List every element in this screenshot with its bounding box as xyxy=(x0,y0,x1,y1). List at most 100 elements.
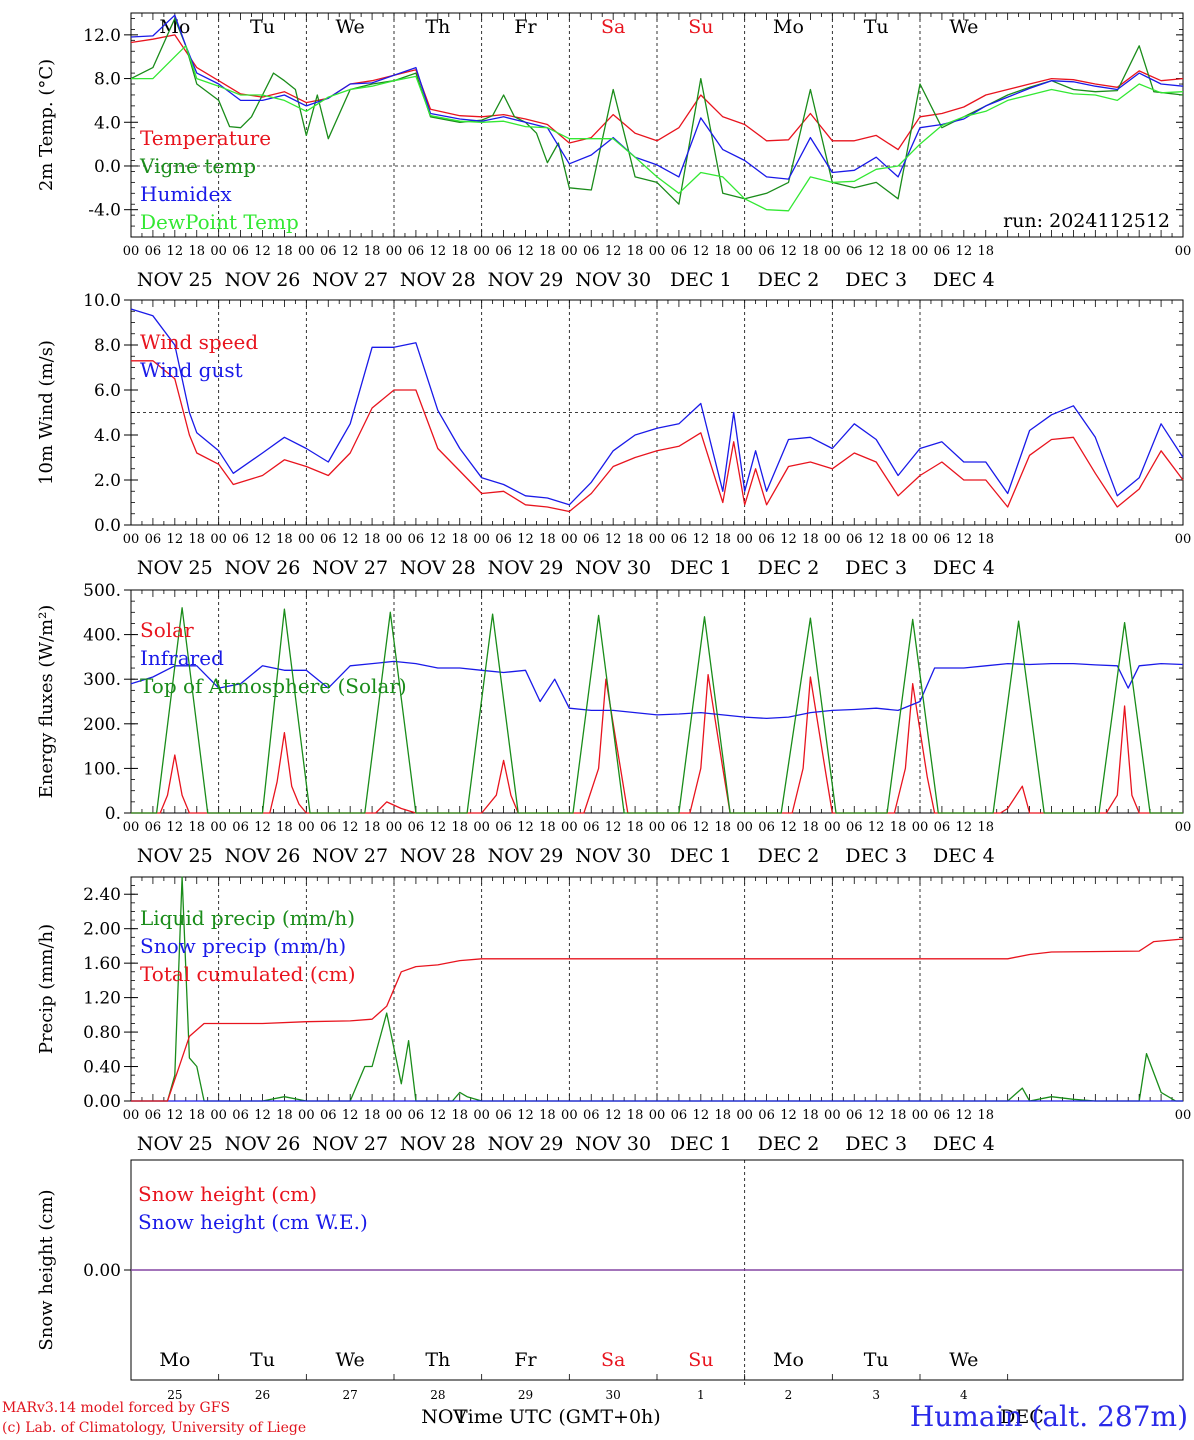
weekday-label: We xyxy=(336,16,365,38)
hour-label: 00 xyxy=(736,244,753,259)
y-tick-label: 0. xyxy=(105,804,121,824)
hour-label: 12 xyxy=(167,532,184,547)
hour-label: 00 xyxy=(298,532,315,547)
date-label: NOV 26 xyxy=(225,557,301,579)
date-label: NOV 30 xyxy=(575,1133,651,1155)
hour-label: 06 xyxy=(232,1108,249,1123)
date-label: NOV 28 xyxy=(400,845,476,867)
hour-label: 12 xyxy=(342,244,359,259)
date-label: DEC 3 xyxy=(845,845,907,867)
weekday-label: Su xyxy=(688,16,713,38)
hour-label: 00 xyxy=(210,1108,227,1123)
hour-label: 12 xyxy=(517,532,534,547)
weekday-label: Mo xyxy=(773,1349,804,1371)
hour-label: 00 xyxy=(386,820,403,835)
hour-label: 06 xyxy=(671,820,688,835)
hour-label: 06 xyxy=(583,532,600,547)
y-tick-label: -4.0 xyxy=(88,201,121,221)
hour-label: 06 xyxy=(320,1108,337,1123)
run-annotation: run: 2024112512 xyxy=(1003,210,1170,232)
x-axis-title: Time UTC (GMT+0h) xyxy=(455,1406,661,1428)
date-label: DEC 1 xyxy=(670,845,732,867)
hour-label: 18 xyxy=(890,1108,907,1123)
hour-label: 06 xyxy=(408,532,425,547)
y-tick-label: 0.00 xyxy=(83,1092,121,1112)
hour-label: 00 xyxy=(912,244,929,259)
hour-label: 00 xyxy=(123,244,140,259)
hour-label: 06 xyxy=(320,532,337,547)
hour-label: 06 xyxy=(671,532,688,547)
hour-label: 06 xyxy=(145,244,162,259)
hour-label: 06 xyxy=(758,244,775,259)
hour-label: 06 xyxy=(145,532,162,547)
legend-entry: Humidex xyxy=(140,182,232,206)
weekday-label: Mo xyxy=(159,1349,190,1371)
y-tick-label: 8.0 xyxy=(94,336,121,356)
date-label: DEC 2 xyxy=(758,1133,820,1155)
hour-label: 12 xyxy=(254,244,271,259)
date-label: NOV 27 xyxy=(312,1133,388,1155)
hour-label: 06 xyxy=(671,1108,688,1123)
hour-label: 12 xyxy=(254,820,271,835)
y-tick-label: 200. xyxy=(83,715,121,735)
hour-label: 12 xyxy=(517,1108,534,1123)
hour-label: 18 xyxy=(977,1108,994,1123)
date-label: DEC 2 xyxy=(758,557,820,579)
hour-label: 12 xyxy=(517,244,534,259)
date-label: NOV 27 xyxy=(312,845,388,867)
hour-label: 06 xyxy=(145,1108,162,1123)
date-label: DEC 4 xyxy=(933,845,995,867)
day-number-label: 3 xyxy=(872,1388,880,1402)
hour-label: 18 xyxy=(364,820,381,835)
hour-label: 06 xyxy=(495,1108,512,1123)
weekday-label: Fr xyxy=(514,16,537,38)
hour-label: 12 xyxy=(868,1108,885,1123)
hour-label: 00 xyxy=(1175,1108,1192,1123)
date-label: NOV 29 xyxy=(488,845,564,867)
hour-label: 06 xyxy=(846,820,863,835)
hour-label: 00 xyxy=(824,244,841,259)
date-label: NOV 30 xyxy=(575,557,651,579)
series-line-top-of-atmosphere-solar xyxy=(131,607,1183,814)
day-number-label: 28 xyxy=(430,1388,445,1402)
hour-label: 18 xyxy=(451,532,468,547)
hour-label: 00 xyxy=(912,1108,929,1123)
hour-label: 18 xyxy=(364,1108,381,1123)
hour-label: 12 xyxy=(780,1108,797,1123)
y-tick-label: 12.0 xyxy=(83,26,121,46)
legend-entry: Wind speed xyxy=(140,330,258,354)
hour-label: 06 xyxy=(232,532,249,547)
series-line-wind-speed xyxy=(131,360,1184,513)
legend-entry: Solar xyxy=(140,618,194,642)
hour-label: 18 xyxy=(539,532,556,547)
date-label: DEC 2 xyxy=(758,845,820,867)
weekday-label: Tu xyxy=(864,1349,889,1371)
y-tick-label: 100. xyxy=(83,759,121,779)
legend-entry: Liquid precip (mm/h) xyxy=(140,906,355,930)
hour-label: 18 xyxy=(364,244,381,259)
weekday-label: Tu xyxy=(250,16,275,38)
y-tick-label: 8.0 xyxy=(94,70,121,90)
hour-label: 18 xyxy=(714,820,731,835)
hour-label: 00 xyxy=(298,820,315,835)
weekday-label: Sa xyxy=(601,1349,625,1371)
hour-label: 00 xyxy=(210,820,227,835)
hour-label: 06 xyxy=(583,820,600,835)
weekday-label: Mo xyxy=(159,16,190,38)
hour-label: 00 xyxy=(649,532,666,547)
legend-entry: Infrared xyxy=(140,646,224,670)
legend-entry: Snow height (cm W.E.) xyxy=(138,1210,368,1234)
hour-label: 12 xyxy=(693,820,710,835)
y-tick-label: 1.60 xyxy=(83,954,121,974)
hour-label: 06 xyxy=(846,244,863,259)
hour-label: 06 xyxy=(408,1108,425,1123)
panel-frame xyxy=(130,12,1184,238)
panel-frame xyxy=(130,589,1184,814)
hour-label: 12 xyxy=(167,1108,184,1123)
month-label: DEC xyxy=(1000,1406,1044,1428)
y-axis-title: 10m Wind (m/s) xyxy=(36,340,57,485)
hour-label: 06 xyxy=(408,244,425,259)
hour-label: 12 xyxy=(868,820,885,835)
hour-label: 18 xyxy=(890,244,907,259)
day-number-label: 2 xyxy=(785,1388,793,1402)
